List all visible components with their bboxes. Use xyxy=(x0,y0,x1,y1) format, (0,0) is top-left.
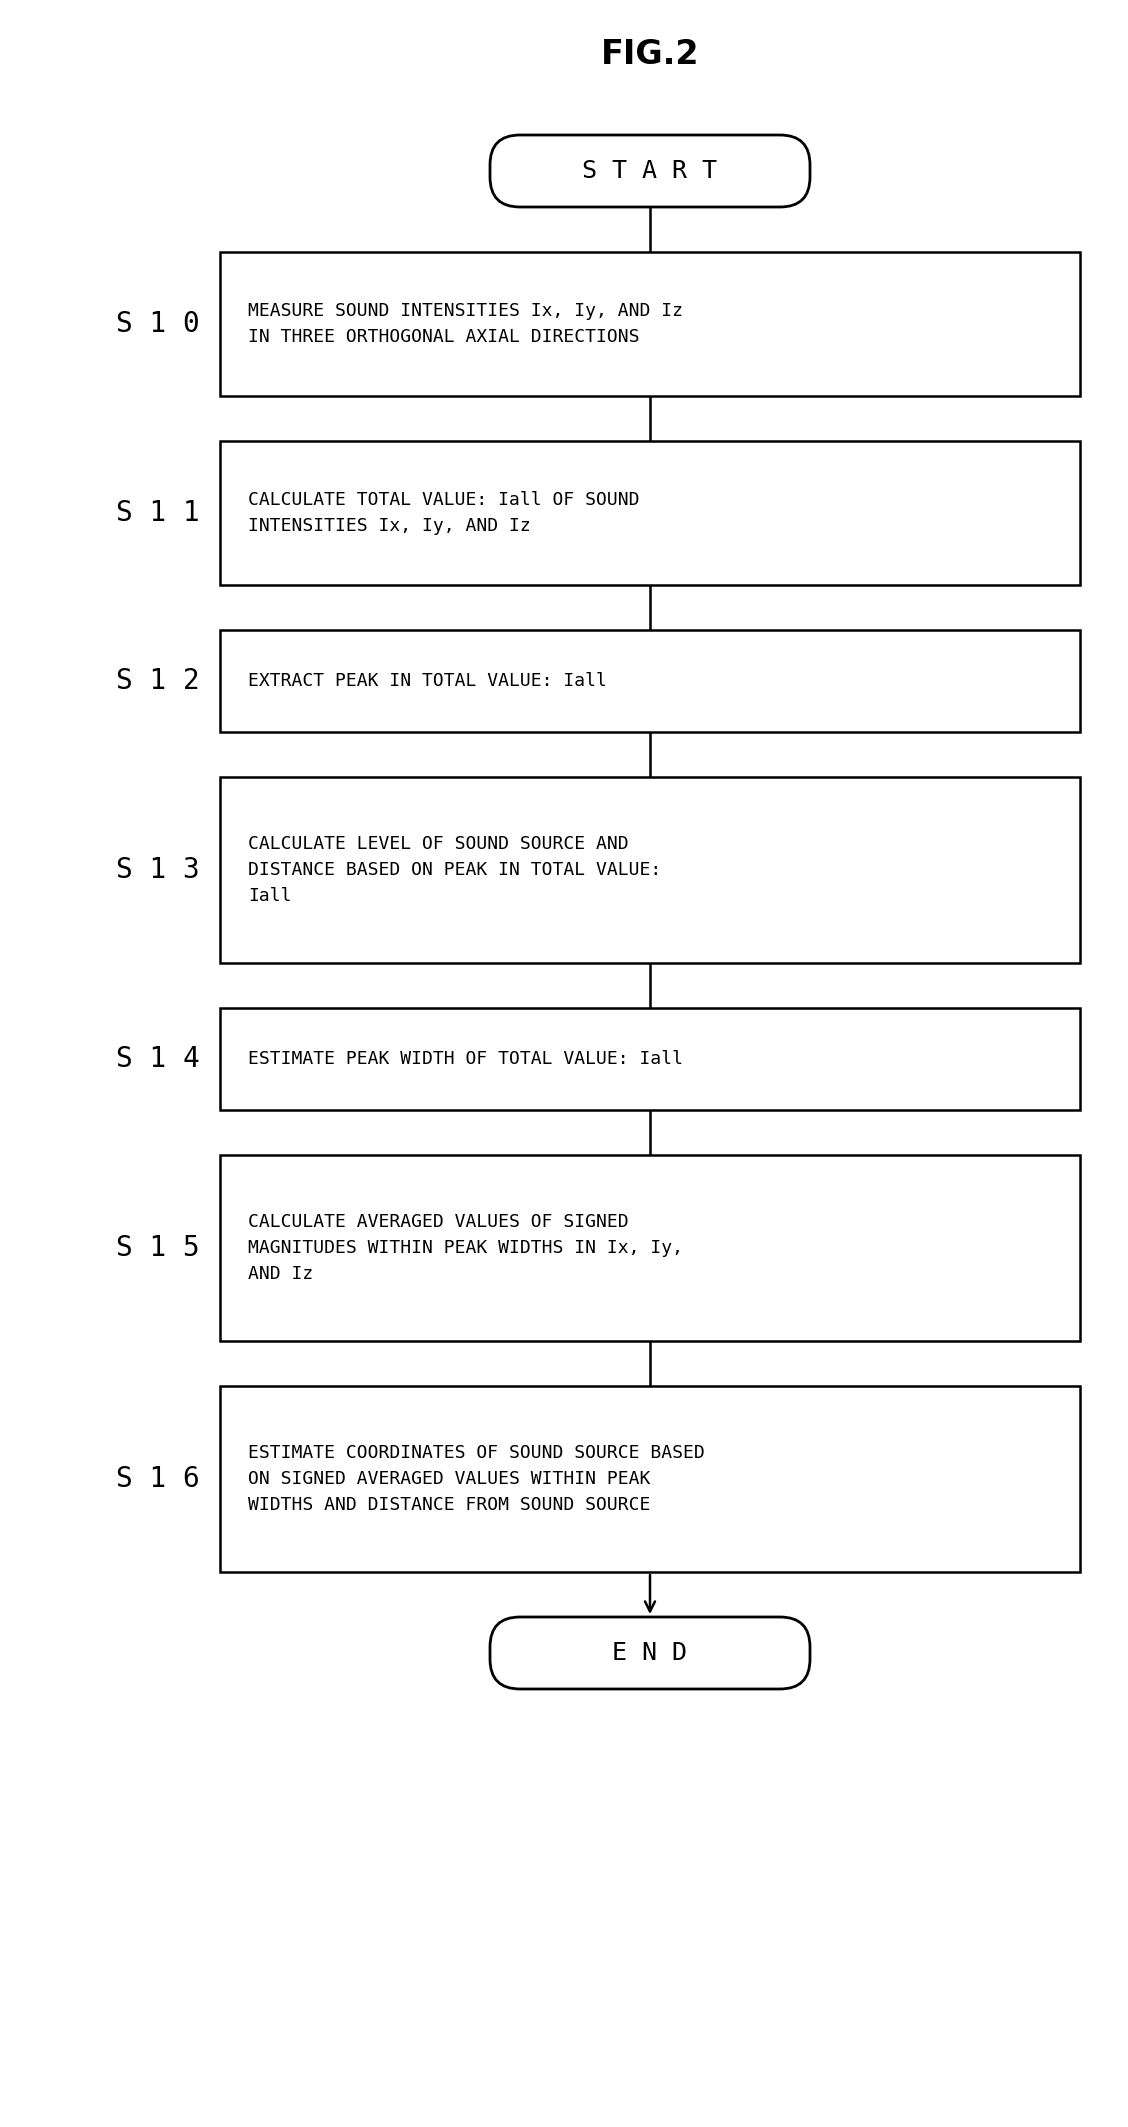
Text: S 1 1: S 1 1 xyxy=(116,500,200,527)
Text: S 1 0: S 1 0 xyxy=(116,311,200,338)
Text: S 1 2: S 1 2 xyxy=(116,668,200,696)
Bar xyxy=(220,776,1079,964)
Text: S 1 6: S 1 6 xyxy=(116,1466,200,1493)
Text: CALCULATE TOTAL VALUE: Iall OF SOUND
INTENSITIES Ix, Iy, AND Iz: CALCULATE TOTAL VALUE: Iall OF SOUND INT… xyxy=(248,491,640,534)
Text: CALCULATE LEVEL OF SOUND SOURCE AND
DISTANCE BASED ON PEAK IN TOTAL VALUE:
Iall: CALCULATE LEVEL OF SOUND SOURCE AND DIST… xyxy=(248,836,661,904)
Text: S T A R T: S T A R T xyxy=(582,160,717,183)
Bar xyxy=(220,1155,1079,1340)
Bar xyxy=(220,630,1079,732)
Text: EXTRACT PEAK IN TOTAL VALUE: Iall: EXTRACT PEAK IN TOTAL VALUE: Iall xyxy=(248,672,607,689)
Bar xyxy=(220,1008,1079,1110)
Text: CALCULATE AVERAGED VALUES OF SIGNED
MAGNITUDES WITHIN PEAK WIDTHS IN Ix, Iy,
AND: CALCULATE AVERAGED VALUES OF SIGNED MAGN… xyxy=(248,1212,682,1283)
Text: E N D: E N D xyxy=(613,1642,687,1665)
Text: S 1 4: S 1 4 xyxy=(116,1044,200,1072)
Bar xyxy=(220,440,1079,585)
Text: ESTIMATE COORDINATES OF SOUND SOURCE BASED
ON SIGNED AVERAGED VALUES WITHIN PEAK: ESTIMATE COORDINATES OF SOUND SOURCE BAS… xyxy=(248,1444,705,1514)
Text: S 1 3: S 1 3 xyxy=(116,855,200,885)
Text: S 1 5: S 1 5 xyxy=(116,1234,200,1261)
FancyBboxPatch shape xyxy=(490,1617,810,1689)
Bar xyxy=(220,251,1079,396)
Text: ESTIMATE PEAK WIDTH OF TOTAL VALUE: Iall: ESTIMATE PEAK WIDTH OF TOTAL VALUE: Iall xyxy=(248,1051,682,1068)
Bar xyxy=(220,1387,1079,1572)
FancyBboxPatch shape xyxy=(490,134,810,206)
Text: MEASURE SOUND INTENSITIES Ix, Iy, AND Iz
IN THREE ORTHOGONAL AXIAL DIRECTIONS: MEASURE SOUND INTENSITIES Ix, Iy, AND Iz… xyxy=(248,302,682,347)
Text: FIG.2: FIG.2 xyxy=(601,38,699,72)
